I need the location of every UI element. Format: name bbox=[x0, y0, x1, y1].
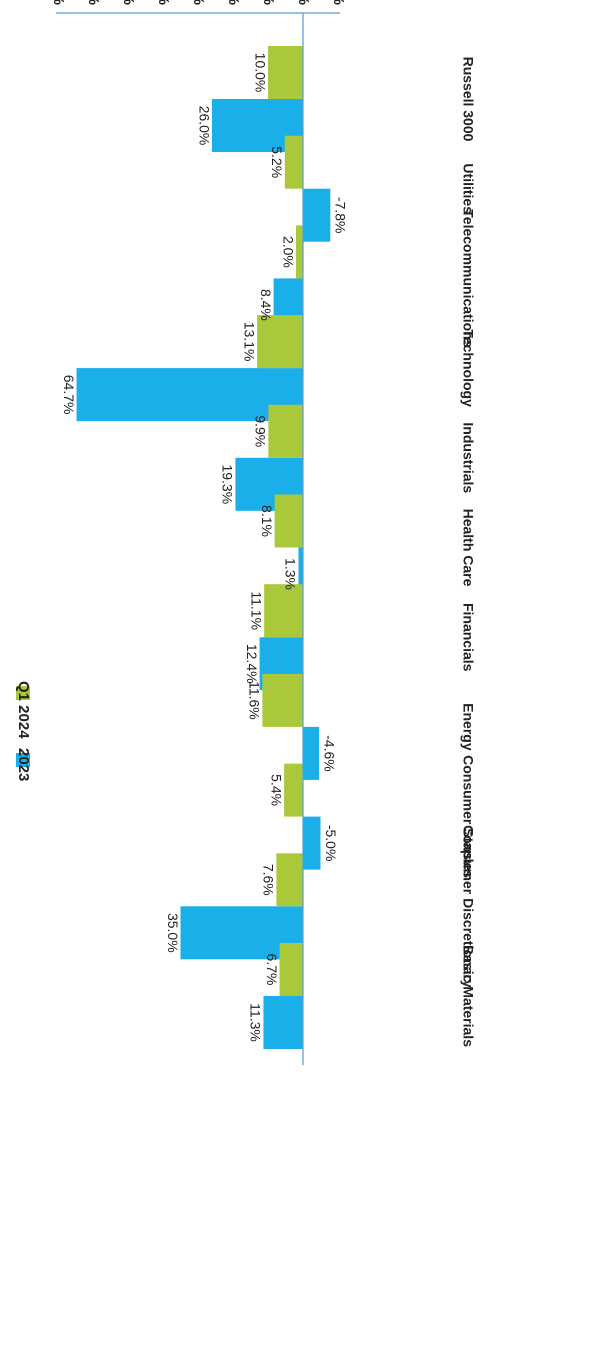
data-label: 6.7% bbox=[264, 954, 280, 986]
data-label: 10.0% bbox=[252, 53, 268, 93]
data-label: 11.6% bbox=[247, 681, 263, 720]
legend: 2023 Q1 2024 bbox=[15, 681, 32, 781]
data-label: 64.7% bbox=[61, 375, 77, 415]
bar-q1-2024 bbox=[257, 315, 303, 369]
data-label: 9.9% bbox=[253, 415, 269, 447]
category-label: Industrials bbox=[460, 422, 476, 493]
bar-2023 bbox=[298, 547, 303, 601]
data-label: 7.6% bbox=[261, 864, 277, 896]
category-label: Basic Materials bbox=[460, 945, 476, 1047]
bar-q1-2024 bbox=[296, 225, 303, 279]
bar-q1-2024 bbox=[276, 853, 303, 907]
data-label: 2.0% bbox=[280, 236, 296, 268]
bar-2023 bbox=[303, 188, 331, 242]
tick-label: 40% bbox=[155, 0, 172, 5]
category-label: Consumer Discretionary bbox=[460, 825, 476, 988]
data-label: 13.1% bbox=[241, 322, 257, 362]
bar-q1-2024 bbox=[284, 763, 303, 817]
data-label: 11.1% bbox=[248, 591, 264, 630]
category-label: Financials bbox=[460, 603, 476, 672]
bar-2023 bbox=[76, 368, 303, 422]
bar-q1-2024 bbox=[264, 584, 303, 638]
tick-label: 30% bbox=[190, 0, 207, 5]
value-axis: -10% 0% 10% 20% 30% 40% 50% 60% 70% bbox=[50, 0, 347, 1065]
bar-q1-2024 bbox=[268, 404, 303, 458]
bar-q1-2024 bbox=[268, 46, 303, 99]
bar-2023 bbox=[263, 996, 303, 1049]
bar-q1-2024 bbox=[279, 943, 303, 996]
category-label: Energy bbox=[460, 703, 476, 751]
bar-q1-2024 bbox=[284, 135, 303, 189]
tick-label: -10% bbox=[330, 0, 347, 5]
category-label: Telecommunications bbox=[460, 209, 476, 347]
data-label: 12.4% bbox=[244, 644, 260, 684]
category-label: Technology bbox=[460, 329, 476, 407]
legend-label: 2023 bbox=[15, 748, 32, 781]
legend-swatch bbox=[16, 686, 30, 700]
legend-label: Q1 2024 bbox=[15, 681, 32, 739]
bars-layer bbox=[76, 46, 331, 1049]
legend-swatch bbox=[16, 753, 30, 767]
tick-label: 60% bbox=[85, 0, 102, 5]
category-label: Utilities bbox=[460, 163, 476, 214]
data-label: 35.0% bbox=[165, 913, 181, 953]
bar-q1-2024 bbox=[274, 494, 303, 548]
data-label: 8.4% bbox=[258, 289, 274, 321]
data-label: 5.4% bbox=[268, 774, 284, 806]
data-label: 11.3% bbox=[248, 1003, 264, 1042]
data-label: 8.1% bbox=[259, 505, 275, 537]
data-label: -4.6% bbox=[321, 735, 337, 772]
data-label: -5.0% bbox=[323, 825, 339, 862]
tick-label: 50% bbox=[120, 0, 137, 5]
tick-label: 10% bbox=[260, 0, 277, 5]
data-label: 26.0% bbox=[196, 106, 212, 146]
bar-q1-2024 bbox=[262, 673, 303, 727]
data-label: 1.3% bbox=[283, 558, 299, 590]
tick-label: 20% bbox=[225, 0, 242, 5]
rotated-chart-group: -10% 0% 10% 20% 30% 40% 50% 60% 70% 11.3% 35.0% -5… bbox=[15, 0, 476, 1065]
bar-2023 bbox=[303, 816, 321, 870]
category-label: Consumer Staples bbox=[460, 755, 476, 878]
data-label: 5.2% bbox=[269, 146, 285, 178]
data-label: 19.3% bbox=[220, 464, 236, 504]
bar-2023 bbox=[303, 726, 320, 780]
category-label: Health Care bbox=[460, 509, 476, 587]
data-labels-layer: 11.3% 35.0% -5.0% -4.6% 12.4% 1.3% 19.3% 64.7% 8… bbox=[61, 53, 349, 1042]
tick-label: 70% bbox=[50, 0, 67, 5]
tick-label: 0% bbox=[295, 0, 312, 5]
data-label: -7.8% bbox=[333, 197, 349, 234]
category-label: Russell 3000 bbox=[460, 57, 476, 142]
